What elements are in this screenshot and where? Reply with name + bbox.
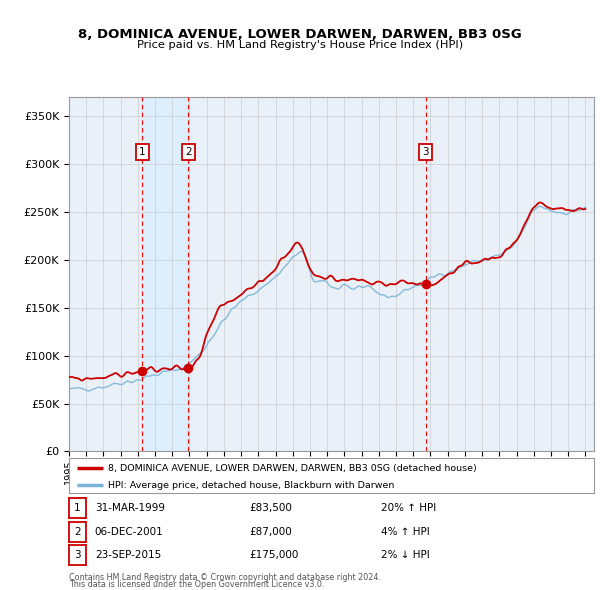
Text: 06-DEC-2001: 06-DEC-2001 (95, 527, 164, 536)
Text: This data is licensed under the Open Government Licence v3.0.: This data is licensed under the Open Gov… (69, 580, 325, 589)
Text: 20% ↑ HPI: 20% ↑ HPI (381, 503, 436, 513)
Text: 23-SEP-2015: 23-SEP-2015 (95, 550, 161, 560)
Text: £87,000: £87,000 (249, 527, 292, 536)
Text: 2% ↓ HPI: 2% ↓ HPI (381, 550, 430, 560)
Text: Price paid vs. HM Land Registry's House Price Index (HPI): Price paid vs. HM Land Registry's House … (137, 40, 463, 50)
Text: 3: 3 (422, 148, 429, 157)
Text: 2: 2 (185, 148, 191, 157)
Text: Contains HM Land Registry data © Crown copyright and database right 2024.: Contains HM Land Registry data © Crown c… (69, 573, 381, 582)
Text: 2: 2 (74, 527, 81, 536)
Text: 1: 1 (139, 148, 145, 157)
Text: 4% ↑ HPI: 4% ↑ HPI (381, 527, 430, 536)
Text: £175,000: £175,000 (249, 550, 298, 560)
Bar (142, 97, 188, 451)
Text: £83,500: £83,500 (249, 503, 292, 513)
Text: 1: 1 (74, 503, 81, 513)
Text: 8, DOMINICA AVENUE, LOWER DARWEN, DARWEN, BB3 0SG: 8, DOMINICA AVENUE, LOWER DARWEN, DARWEN… (78, 28, 522, 41)
Text: 31-MAR-1999: 31-MAR-1999 (95, 503, 165, 513)
Text: 8, DOMINICA AVENUE, LOWER DARWEN, DARWEN, BB3 0SG (detached house): 8, DOMINICA AVENUE, LOWER DARWEN, DARWEN… (109, 464, 477, 473)
Text: 3: 3 (74, 550, 81, 560)
Text: HPI: Average price, detached house, Blackburn with Darwen: HPI: Average price, detached house, Blac… (109, 481, 395, 490)
